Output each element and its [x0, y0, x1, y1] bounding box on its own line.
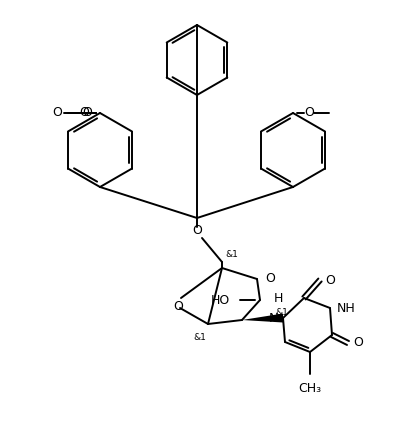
Text: O: O	[304, 106, 314, 120]
Text: &1: &1	[225, 250, 238, 259]
Text: CH₃: CH₃	[298, 382, 322, 395]
Text: O: O	[353, 337, 363, 349]
Text: H: H	[274, 293, 283, 305]
Text: O: O	[82, 106, 92, 120]
Text: O: O	[52, 106, 62, 120]
Text: NH: NH	[337, 302, 356, 314]
Polygon shape	[242, 314, 283, 322]
Text: &1: &1	[193, 333, 206, 342]
Text: HO: HO	[211, 294, 230, 306]
Text: N: N	[269, 311, 279, 325]
Text: &1: &1	[275, 308, 288, 317]
Text: O: O	[173, 299, 183, 313]
Text: O: O	[192, 224, 202, 236]
Text: O: O	[79, 106, 89, 120]
Text: O: O	[265, 273, 275, 285]
Text: O: O	[325, 273, 335, 287]
